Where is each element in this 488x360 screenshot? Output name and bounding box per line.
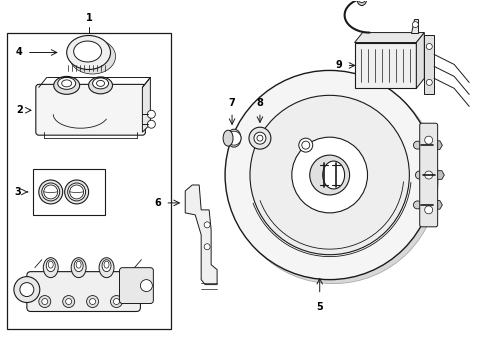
Circle shape [44, 185, 58, 199]
Circle shape [256, 135, 263, 141]
Circle shape [253, 132, 265, 144]
FancyBboxPatch shape [119, 268, 153, 303]
Text: 3: 3 [14, 187, 21, 197]
Circle shape [291, 137, 367, 213]
Circle shape [203, 244, 210, 250]
Ellipse shape [54, 76, 80, 94]
Text: 6: 6 [154, 198, 161, 208]
Ellipse shape [104, 261, 109, 268]
Circle shape [62, 296, 75, 307]
Polygon shape [415, 32, 424, 88]
Circle shape [226, 131, 241, 145]
Text: 2: 2 [16, 105, 23, 115]
Text: 9: 9 [335, 60, 342, 71]
Ellipse shape [223, 130, 233, 146]
Ellipse shape [226, 129, 241, 147]
Text: 5: 5 [316, 302, 323, 311]
Text: 8: 8 [256, 98, 263, 108]
Circle shape [412, 141, 421, 149]
Circle shape [20, 283, 34, 297]
Bar [7, 32, 171, 329]
Circle shape [64, 180, 88, 204]
Circle shape [249, 95, 408, 255]
Circle shape [412, 201, 421, 209]
Circle shape [411, 22, 417, 28]
Circle shape [65, 298, 72, 305]
Circle shape [248, 127, 270, 149]
Circle shape [424, 206, 432, 214]
Circle shape [39, 296, 51, 307]
Ellipse shape [58, 77, 76, 89]
FancyBboxPatch shape [27, 272, 140, 311]
Circle shape [228, 75, 437, 284]
Circle shape [426, 44, 431, 50]
Circle shape [147, 110, 155, 118]
Ellipse shape [46, 260, 55, 272]
Text: 4: 4 [16, 48, 23, 58]
Circle shape [357, 0, 365, 3]
FancyBboxPatch shape [36, 84, 145, 135]
Ellipse shape [96, 80, 104, 86]
Ellipse shape [74, 260, 83, 272]
Circle shape [41, 183, 60, 201]
Ellipse shape [66, 36, 110, 69]
Ellipse shape [61, 80, 72, 87]
Circle shape [113, 298, 119, 305]
Circle shape [298, 138, 312, 152]
Text: 1: 1 [85, 13, 92, 23]
Circle shape [424, 171, 432, 179]
Circle shape [309, 155, 349, 195]
Ellipse shape [92, 78, 108, 89]
Bar [424, 35, 433, 94]
Ellipse shape [71, 258, 86, 278]
Ellipse shape [74, 41, 102, 62]
Circle shape [424, 136, 432, 144]
Ellipse shape [43, 258, 58, 278]
Ellipse shape [99, 258, 114, 278]
Circle shape [140, 280, 152, 292]
Circle shape [147, 120, 155, 128]
Polygon shape [354, 32, 424, 42]
Ellipse shape [102, 260, 111, 272]
Ellipse shape [356, 0, 366, 5]
Ellipse shape [69, 39, 115, 74]
Circle shape [14, 276, 40, 302]
Ellipse shape [322, 161, 344, 189]
Circle shape [426, 80, 431, 85]
Circle shape [69, 185, 83, 199]
FancyBboxPatch shape [419, 123, 437, 227]
Circle shape [301, 141, 309, 149]
Polygon shape [142, 77, 150, 132]
Bar [33, 169, 104, 215]
Bar [354, 42, 415, 88]
Circle shape [41, 298, 48, 305]
Text: 7: 7 [228, 98, 235, 108]
Ellipse shape [88, 77, 112, 94]
Circle shape [415, 171, 423, 179]
Circle shape [110, 296, 122, 307]
Circle shape [39, 180, 62, 204]
Circle shape [203, 222, 210, 228]
Circle shape [89, 298, 95, 305]
Circle shape [224, 71, 433, 280]
Circle shape [67, 183, 85, 201]
Ellipse shape [76, 261, 81, 268]
Ellipse shape [48, 261, 53, 268]
Polygon shape [410, 19, 417, 32]
Circle shape [86, 296, 99, 307]
Polygon shape [185, 185, 217, 285]
